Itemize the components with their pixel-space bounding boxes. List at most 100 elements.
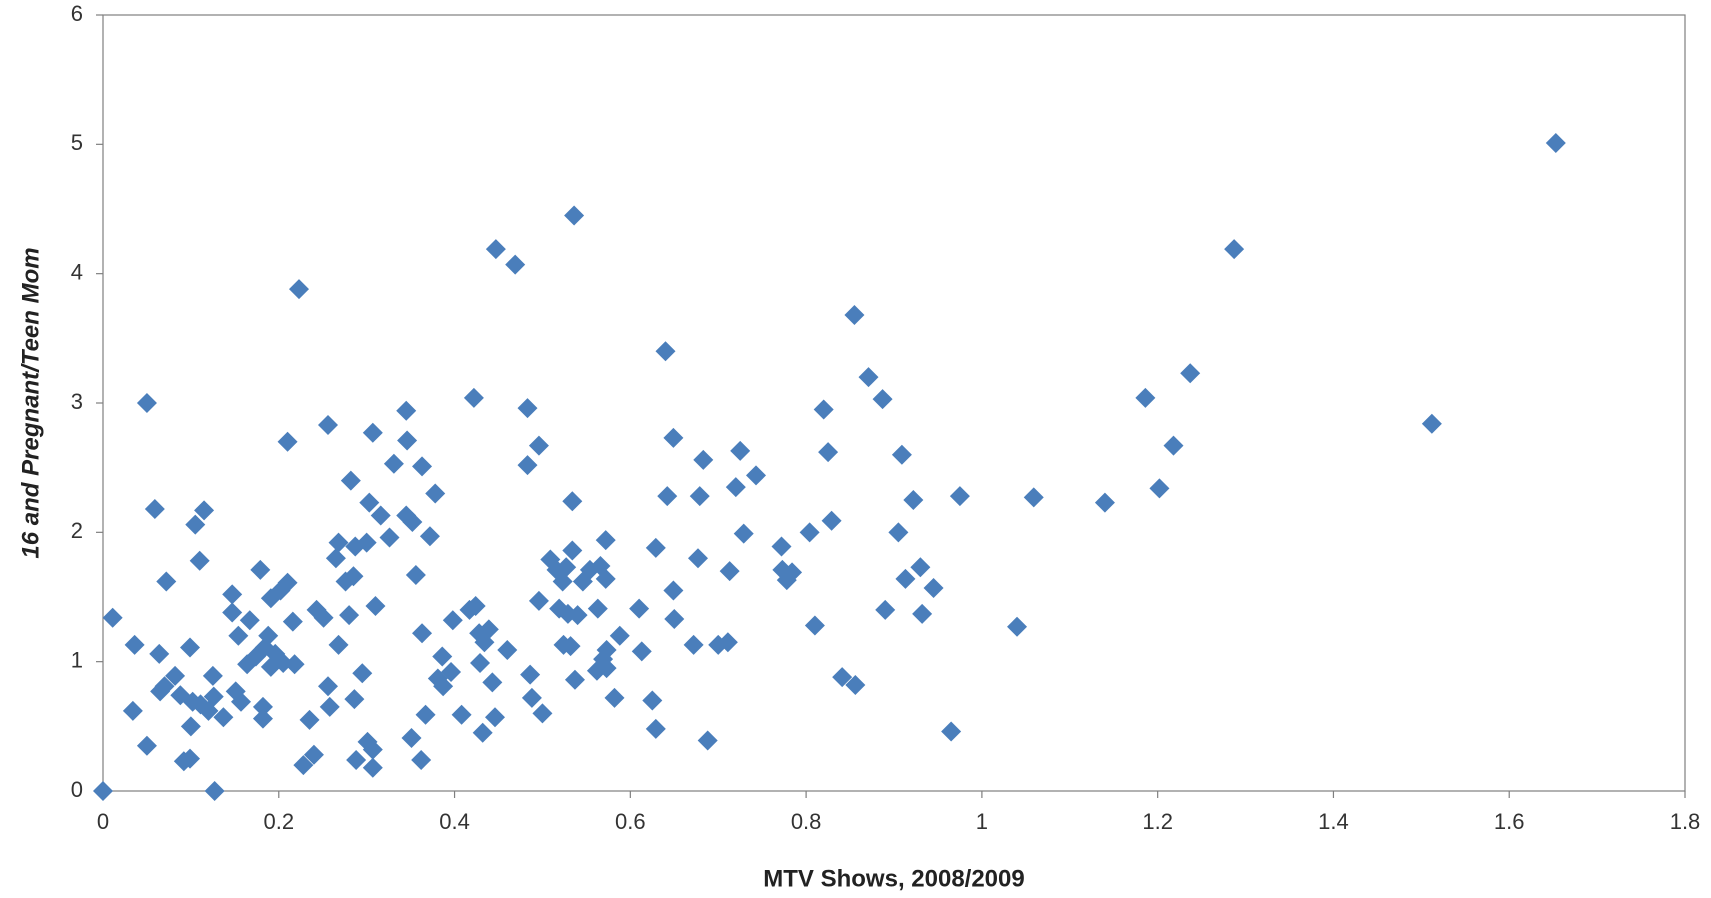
point — [1094, 492, 1115, 513]
x-tick-label: 1.8 — [1670, 809, 1701, 834]
point — [517, 455, 538, 476]
point — [746, 465, 767, 486]
point — [433, 676, 454, 697]
point — [663, 580, 684, 601]
point — [472, 722, 493, 743]
point — [664, 608, 685, 629]
point — [609, 625, 630, 646]
point — [313, 607, 334, 628]
point — [645, 537, 666, 558]
x-tick-label: 1.4 — [1318, 809, 1349, 834]
point — [194, 500, 215, 521]
point — [277, 572, 298, 593]
point — [1135, 387, 1156, 408]
point — [663, 427, 684, 448]
point — [595, 568, 616, 589]
x-tick-label: 0.4 — [439, 809, 470, 834]
point — [733, 523, 754, 544]
point — [425, 483, 446, 504]
point — [165, 665, 186, 686]
point — [325, 548, 346, 569]
point — [697, 730, 718, 751]
point — [319, 696, 340, 717]
point — [1224, 239, 1245, 260]
point — [124, 634, 145, 655]
point — [250, 559, 271, 580]
point — [564, 669, 585, 690]
point — [228, 625, 249, 646]
point — [356, 532, 377, 553]
point — [402, 511, 423, 532]
point — [156, 571, 177, 592]
point — [370, 505, 391, 526]
point — [362, 422, 383, 443]
point — [903, 490, 924, 510]
point — [365, 596, 386, 617]
point — [556, 557, 577, 578]
x-tick-label: 0.6 — [615, 809, 646, 834]
point — [567, 605, 588, 626]
point — [484, 707, 505, 728]
point — [832, 667, 853, 688]
x-tick-label: 0.2 — [263, 809, 294, 834]
point — [273, 652, 294, 673]
point — [203, 686, 224, 707]
point — [560, 636, 581, 657]
point — [478, 619, 499, 640]
point — [872, 389, 893, 410]
point — [412, 623, 433, 644]
point — [528, 590, 549, 611]
point — [596, 640, 617, 661]
point — [202, 665, 223, 686]
point — [631, 641, 652, 662]
point — [1545, 133, 1566, 154]
point — [154, 676, 175, 697]
point — [1149, 478, 1170, 499]
point — [237, 654, 258, 675]
point — [821, 510, 842, 531]
point — [340, 470, 361, 491]
point — [362, 757, 383, 778]
point — [383, 453, 404, 474]
point — [532, 703, 553, 724]
point — [629, 598, 650, 619]
point — [604, 687, 625, 708]
point — [288, 279, 309, 300]
point — [396, 400, 417, 421]
point — [587, 598, 608, 619]
point — [562, 540, 583, 561]
point — [771, 536, 792, 557]
point — [941, 721, 962, 742]
point — [655, 341, 676, 362]
x-tick-label: 0 — [97, 809, 109, 834]
y-tick-label: 1 — [71, 647, 83, 672]
point — [564, 205, 585, 226]
point — [844, 305, 865, 326]
x-tick-label: 0.8 — [791, 809, 822, 834]
point — [895, 568, 916, 589]
point — [230, 691, 251, 712]
point — [505, 254, 526, 275]
point — [411, 749, 432, 770]
point — [804, 615, 825, 636]
point — [317, 414, 338, 435]
point — [465, 596, 486, 617]
point — [717, 632, 738, 653]
point — [222, 602, 243, 623]
point — [891, 444, 912, 465]
point — [441, 662, 462, 683]
point — [1163, 435, 1184, 456]
point — [1180, 363, 1201, 384]
point — [180, 748, 201, 769]
point — [136, 735, 157, 756]
y-tick-label: 0 — [71, 777, 83, 802]
point — [442, 610, 463, 631]
point — [689, 486, 710, 507]
point — [222, 584, 243, 605]
point — [419, 526, 440, 547]
point — [213, 707, 234, 728]
point — [339, 605, 360, 626]
point — [552, 571, 573, 592]
y-tick-label: 2 — [71, 518, 83, 543]
point — [725, 477, 746, 498]
